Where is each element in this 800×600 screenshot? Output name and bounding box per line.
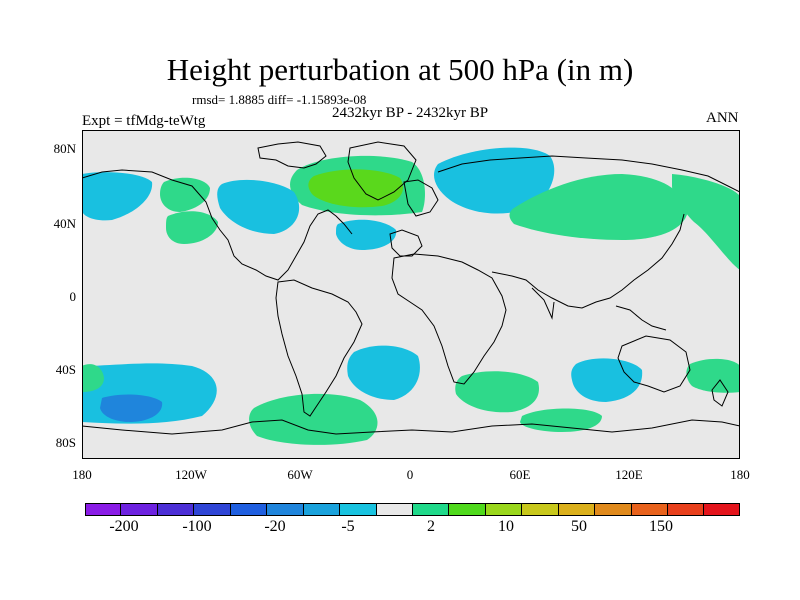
colorbar-swatch-8 [376,503,413,516]
rmsd-diff-stats: rmsd= 1.8885 diff= -1.15893e-08 [192,92,367,107]
colorbar-label: -200 [109,518,139,535]
lon-label-60w: 60W [287,467,313,482]
south-pacific-west-green-anomaly [82,364,104,392]
colorbar-label: 2 [427,518,435,535]
north-pacific-blue-anomaly [82,172,153,221]
antarctic-green-anomaly [249,393,378,445]
lon-label-180e: 180 [730,467,750,482]
britain-scandinavia-coast [403,179,439,217]
colorbar-swatch-15 [631,503,668,516]
map-frame [82,130,740,459]
asia-south-coast [491,213,685,309]
north-pacific-east-green-anomaly [672,174,740,270]
south-pacific-core-blue [100,394,163,422]
colorbar-swatch-14 [595,503,632,516]
iberia-coast [389,229,423,257]
mid-atlantic-blue-anomaly [336,219,397,250]
colorbar-swatch-17 [704,503,740,516]
colorbar-swatch-5 [267,503,304,516]
asia-green-anomaly [509,174,688,240]
colorbar-swatch-9 [412,503,450,516]
colorbar-label: -20 [264,518,286,535]
colorbar-label: -100 [182,518,212,535]
lat-label-40n: 40N [53,216,76,231]
lon-label-120w: 120W [175,467,207,482]
north-america-coast [82,169,353,281]
indian-ocean-blue-anomaly [571,358,643,402]
colorbar-swatch-12 [522,503,559,516]
tasman-green-anomaly [686,358,740,393]
greenland-core-green [308,169,404,208]
eurasia-north-coast [437,155,740,193]
north-america-blue-anomaly [217,179,300,234]
colorbar-swatch-2 [157,503,195,516]
colorbar-swatch-6 [303,503,341,516]
lat-label-80n: 80N [53,141,76,156]
colorbar-swatch-1 [121,503,158,516]
antarctica-coast [82,419,740,435]
colorbar-swatch-7 [340,503,377,516]
africa-coast [391,253,507,385]
lon-label-0: 0 [406,467,414,482]
lon-label-120e: 120E [615,467,643,482]
colorbar-swatch-0 [85,503,122,516]
east-pacific-green-anomaly [166,211,218,244]
south-indian-green-anomaly [520,408,602,432]
lat-label-equator: 0 [69,289,77,304]
colorbar-label: 50 [571,518,587,535]
southern-ocean-green-anomaly [455,371,539,413]
south-atlantic-blue-anomaly [347,345,420,400]
australia-coast [617,335,691,393]
pacific-green-anomaly [160,177,210,212]
plot-title: Height perturbation at 500 hPa (in m) [166,52,634,87]
colorbar-label: 10 [498,518,514,535]
colorbar-swatch-10 [449,503,486,516]
colorbar-swatch-11 [485,503,523,516]
lon-label-180w: 180 [72,467,92,482]
south-america-coast [275,279,363,417]
greenland-coast [347,141,417,201]
colorbar-label: -5 [341,518,355,535]
arctic-islands [257,141,327,169]
world-map-plot [82,130,740,459]
lat-label-40s: 40S [55,362,76,377]
colorbar-swatch-3 [194,503,231,516]
season-label: ANN [706,110,739,126]
colorbar-swatch-13 [558,503,596,516]
india-peninsula [531,287,555,320]
coastlines [82,141,740,435]
colorbar-label: 150 [649,518,673,535]
experiment-label: Expt = tfMdg-teWtg [82,113,206,129]
colorbar-swatch-16 [668,503,705,516]
colorbar-swatch-4 [230,503,268,516]
anomaly-regions [82,147,740,445]
lon-label-60e: 60E [509,467,531,482]
colorbar [85,503,740,516]
time-period-subtitle: 2432kyr BP - 2432kyr BP [331,105,489,121]
lat-label-80s: 80S [55,435,76,450]
new-zealand-coast [711,379,729,407]
southeast-asia-islands [615,305,667,331]
